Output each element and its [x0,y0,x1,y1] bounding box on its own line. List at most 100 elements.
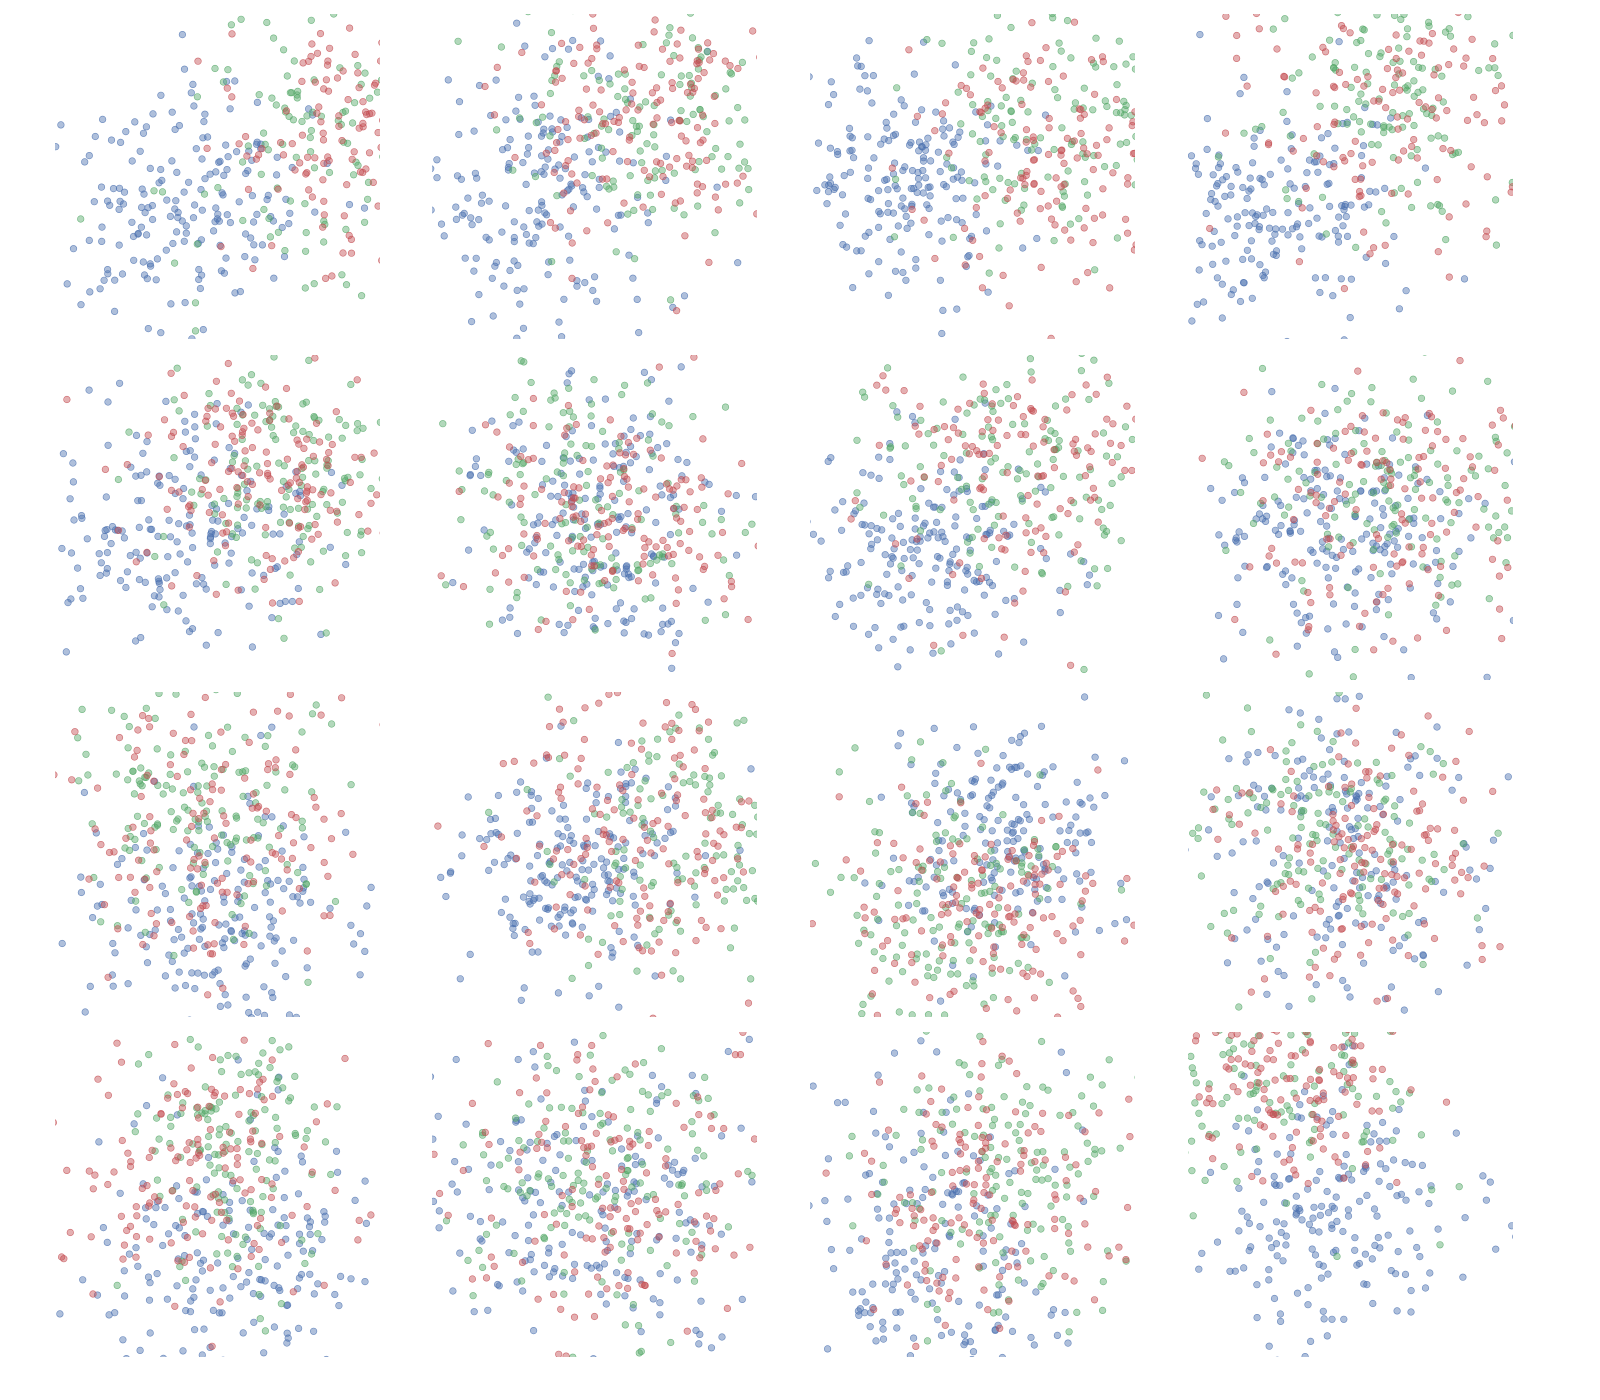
point-blue [260,1011,269,1017]
point-blue [281,597,290,606]
point-green [662,39,671,47]
point-blue [452,203,460,211]
point-blue [501,895,510,903]
point-green [736,199,744,207]
point-red [1433,428,1442,436]
point-red [915,430,923,438]
point-blue [962,567,970,575]
point-red [907,477,915,485]
point-red [978,284,987,292]
point-red [210,834,218,842]
point-red [348,155,356,163]
point-blue [604,886,613,895]
point-red [300,444,308,453]
point-red [605,0,612,6]
point-red [1123,180,1132,188]
point-green [75,777,83,785]
point-green [860,393,869,401]
point-blue [1260,274,1268,282]
point-green [1110,63,1118,71]
point-blue [1340,206,1348,214]
point-green [247,371,256,379]
point-red [980,389,988,397]
point-green [1343,120,1351,128]
point-red [1120,937,1129,945]
point-red [308,193,317,201]
point-green [997,102,1005,110]
point-red [588,805,597,813]
point-green [638,737,646,745]
point-blue [115,184,124,192]
point-green [740,716,748,724]
point-blue [624,570,633,578]
point-blue [836,600,844,609]
point-red [1341,490,1349,498]
point-red [268,599,277,607]
point-blue [172,197,180,205]
point-green [875,879,883,888]
point-green [1331,513,1339,521]
point-red [1007,882,1015,890]
point-red [344,0,351,5]
point-green [312,470,320,478]
point-red [327,683,334,690]
point-green [265,214,273,223]
point-red [734,64,742,73]
point-green [895,1008,903,1016]
point-blue [1335,213,1343,221]
point-red [956,840,964,848]
point-blue [93,902,101,910]
point-green [992,386,1000,394]
point-blue [994,783,1002,791]
point-blue [500,860,508,869]
point-green [194,782,202,790]
point-red [593,45,601,53]
point-blue [555,620,563,629]
point-red [634,106,642,114]
point-blue [62,648,70,656]
point-blue [964,253,972,261]
point-green [301,200,309,208]
point-blue [470,267,478,275]
point-red [530,759,538,767]
point-green [298,117,306,126]
point-red [364,527,372,535]
point-red [652,543,660,551]
point-green [1384,533,1392,541]
point-green [185,898,193,907]
point-red [201,476,209,485]
point-red [332,408,340,416]
point-red [677,26,685,34]
point-red [672,307,681,315]
point-red [1459,435,1467,443]
point-green [947,779,956,788]
point-green [1438,72,1446,80]
point-blue [1378,505,1387,513]
point-red [959,631,967,639]
point-red [568,503,576,511]
point-blue [1371,499,1379,507]
point-red [949,570,957,579]
point-blue [120,534,128,542]
point-green [600,115,608,123]
point-blue [1383,540,1391,548]
point-red [295,440,303,448]
point-red [978,866,986,874]
point-blue [478,191,487,199]
point-red [1061,226,1069,234]
point-red [1467,163,1475,171]
point-green [241,733,249,741]
point-red [936,858,944,866]
point-green [655,925,663,934]
point-blue [213,400,221,408]
point-blue [132,431,141,440]
point-green [268,94,276,102]
point-red [311,355,319,362]
point-red [1383,459,1391,467]
point-blue [269,217,278,225]
point-blue [629,892,637,900]
point-blue [732,491,740,500]
point-green [240,892,249,900]
point-red [1050,464,1058,472]
point-green [666,24,674,32]
